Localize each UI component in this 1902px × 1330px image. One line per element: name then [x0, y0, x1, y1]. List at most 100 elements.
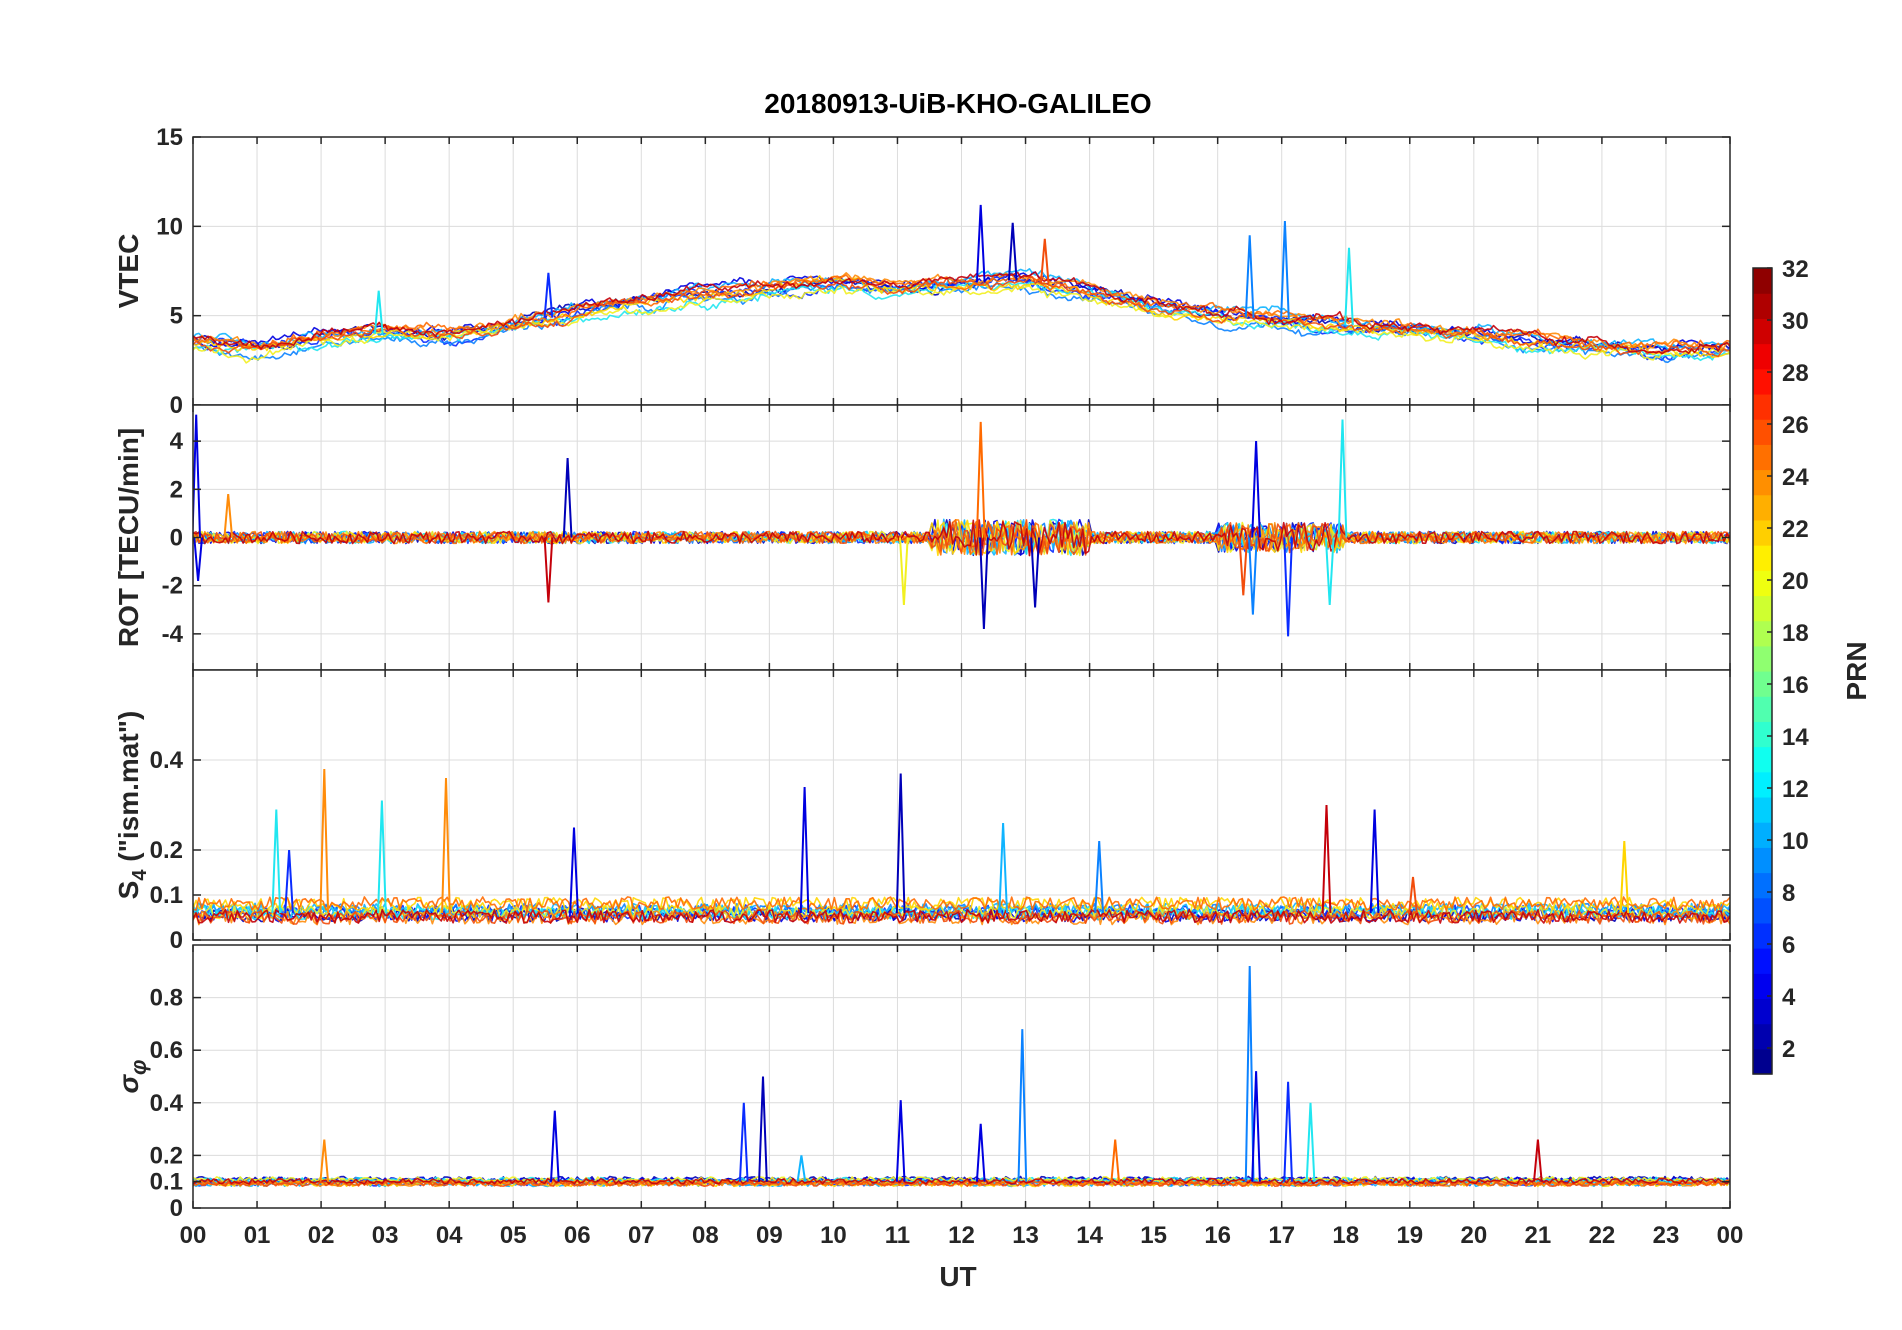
colorbar-segment: [1753, 469, 1772, 496]
y-tick-label: 5: [170, 303, 183, 330]
spike-prn-8: [1280, 220, 1290, 320]
spike-prn-3: [758, 1076, 768, 1182]
spike-prn-9: [1251, 1071, 1261, 1182]
spike-prn-30: [1321, 804, 1332, 914]
colorbar-segment: [1753, 822, 1772, 848]
series-line-prn-12: [193, 280, 1730, 362]
spike-prn-24: [441, 777, 451, 914]
series-line-prn-26: [193, 276, 1730, 358]
x-tick-label: 20: [1460, 1222, 1487, 1249]
colorbar-segment: [1753, 519, 1772, 546]
spike-prn-8: [1244, 965, 1255, 1182]
colorbar-segment: [1753, 545, 1772, 571]
spike-prn-12: [1324, 537, 1335, 606]
y-tick-label: 0.2: [150, 837, 183, 864]
y-tick-label: 0: [170, 927, 183, 954]
x-tick-label: 00: [1717, 1222, 1744, 1249]
x-tick-label: 00: [180, 1222, 207, 1249]
spike-prn-26: [1238, 537, 1249, 596]
colorbar-segment: [1753, 419, 1772, 445]
colorbar-tick-label: 14: [1782, 724, 1809, 751]
spike-prn-3: [562, 457, 573, 538]
colorbar-segment: [1753, 1048, 1772, 1075]
x-tick-label: 03: [372, 1222, 399, 1249]
colorbar-segment: [1753, 922, 1772, 949]
colorbar-segment: [1753, 721, 1772, 748]
colorbar-segment: [1753, 671, 1772, 697]
y-tick-label: -4: [162, 621, 184, 648]
x-tick-label: 17: [1268, 1222, 1295, 1249]
x-tick-label: 04: [436, 1222, 463, 1249]
spike-prn-4: [193, 537, 203, 581]
y-axis-label: ROT [TECU/min]: [113, 428, 144, 647]
colorbar-segment: [1753, 570, 1772, 597]
colorbar-segment: [1753, 696, 1772, 722]
panel-rot: -4 -2 0 2 4 ROT [TECU/min]: [113, 404, 1731, 671]
colorbar-segment: [1753, 343, 1772, 370]
spike-prn-20: [899, 537, 909, 606]
spike-prn-12: [1305, 1102, 1316, 1182]
panel-series-group: [193, 768, 1730, 926]
y-tick-label: 0: [170, 525, 183, 552]
spike-prn-4: [550, 1110, 560, 1182]
colorbar-tick-label: 18: [1782, 620, 1809, 647]
y-tick-label: 0.4: [150, 747, 184, 774]
colorbar-tick-label: 10: [1782, 828, 1809, 855]
x-tick-label: 06: [564, 1222, 591, 1249]
spike-prn-3: [1030, 537, 1040, 608]
spike-prn-12: [271, 809, 282, 914]
x-tick-label: 13: [1012, 1222, 1039, 1249]
colorbar-segment: [1753, 595, 1772, 622]
spike-prn-8: [1094, 840, 1104, 914]
spike-prn-5: [1283, 1081, 1293, 1182]
spike-prn-3: [979, 537, 989, 630]
x-tick-label: 14: [1076, 1222, 1103, 1249]
colorbar-tick-label: 24: [1782, 464, 1809, 491]
spike-prn-30: [1533, 1139, 1543, 1182]
x-tick-label: 11: [885, 1222, 910, 1249]
series-line-prn-8: [193, 281, 1730, 364]
spike-prn-5: [738, 1102, 749, 1182]
y-tick-label: 0: [170, 392, 183, 419]
colorbar-segment: [1753, 368, 1772, 395]
spike-prn-4: [975, 1123, 986, 1182]
series-line-prn-30: [193, 271, 1730, 355]
y-tick-label: 10: [156, 213, 183, 240]
colorbar-segment: [1753, 268, 1772, 294]
series-line-prn-30: [193, 519, 1730, 557]
colorbar-frame: [1752, 267, 1773, 1075]
spike-prn-3: [895, 773, 906, 914]
y-tick-label: 0.1: [150, 882, 183, 909]
spike-prn-10: [796, 1155, 807, 1182]
y-tick-label: 0: [170, 1195, 183, 1222]
colorbar-tick-label: 30: [1782, 308, 1809, 335]
colorbar-segment: [1753, 998, 1772, 1025]
panel-s4: 0 0.1 0.2 0.4S4 ("ism.mat"): [113, 669, 1731, 954]
spike-prn-3: [1007, 222, 1018, 281]
spike-prn-5: [284, 849, 294, 914]
spike-prn-21: [1619, 840, 1630, 914]
spike-prn-25: [975, 421, 986, 538]
colorbar-tick-label: 12: [1782, 776, 1809, 803]
x-tick-label: 08: [692, 1222, 719, 1249]
spike-prn-8: [1248, 537, 1258, 615]
spike-prn-12: [1337, 419, 1348, 538]
spike-prn-24: [223, 494, 234, 538]
colorbar-segment: [1753, 847, 1772, 874]
spike-prn-26: [1408, 876, 1418, 914]
x-tick-label: 15: [1140, 1222, 1167, 1249]
spike-prn-24: [319, 768, 330, 914]
x-tick-label: 16: [1204, 1222, 1231, 1249]
colorbar-tick-label: 2: [1782, 1036, 1795, 1063]
spike-prn-4: [569, 827, 579, 914]
y-tick-label: 4: [170, 428, 184, 455]
colorbar-segment: [1753, 645, 1772, 672]
y-tick-label: 15: [156, 124, 183, 151]
y-tick-label: 0.4: [150, 1090, 184, 1117]
colorbar-tick-label: 20: [1782, 568, 1809, 595]
x-tick-label: 23: [1653, 1222, 1680, 1249]
y-tick-label: -2: [162, 573, 183, 600]
y-tick-label: 0.1: [150, 1169, 183, 1196]
series-line-prn-30: [193, 908, 1730, 924]
